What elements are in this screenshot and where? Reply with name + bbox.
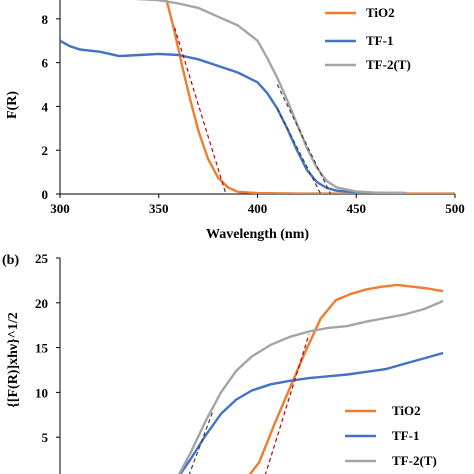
legend-label: TiO2	[366, 5, 395, 20]
panel-a: 300 350 400 450 500 0 2 4 6 8 Wavelength (nm) F(R) T…	[5, 0, 465, 242]
y-tick-label: 6	[42, 56, 49, 71]
legend-label: TF-1	[366, 33, 393, 48]
series-line-tf-1	[60, 39, 406, 194]
x-tick-label: 300	[50, 201, 70, 216]
legend-label: TF-2(T)	[392, 453, 437, 468]
tangent-line	[264, 333, 310, 474]
y-tick-label: 8	[42, 12, 49, 27]
series-line-tf-1	[178, 351, 444, 474]
x-tick-label: 350	[149, 201, 169, 216]
y-tick-label: 10	[35, 385, 48, 400]
x-axis-label: Wavelength (nm)	[206, 227, 309, 242]
panel-b-plot-area	[177, 283, 444, 474]
series-line-tio2	[248, 283, 444, 474]
tangent-line	[276, 108, 322, 194]
tangent-line	[276, 84, 332, 194]
panel-label: (b)	[2, 253, 19, 268]
y-tick-label: 25	[35, 251, 49, 266]
y-tick-label: 4	[42, 99, 49, 114]
tangent-line	[173, 27, 227, 194]
x-tick-label: 500	[445, 201, 465, 216]
x-tick-label: 450	[347, 201, 367, 216]
y-tick-label: 20	[35, 296, 48, 311]
x-tick-label: 400	[248, 201, 268, 216]
panel-b: (b) 5 10 15 20 25 {[F(R)]xhν}^1/2 TiO2 TF-1 TF-2(…	[2, 251, 444, 474]
panel-a-plot-area	[60, 0, 455, 194]
y-axis-label: F(R)	[5, 91, 20, 119]
series-line-tf-2-t-	[177, 299, 444, 474]
series-line-tf-2-t-	[133, 0, 406, 194]
tangent-line	[188, 410, 214, 474]
y-tick-label: 2	[42, 143, 49, 158]
y-tick-label: 0	[42, 187, 49, 202]
y-tick-label: 5	[42, 430, 49, 445]
y-tick-label: 15	[35, 341, 49, 356]
legend-label: TiO2	[392, 403, 421, 418]
y-axis-label: {[F(R)]xhν}^1/2	[6, 312, 21, 407]
legend-label: TF-2(T)	[366, 57, 411, 72]
legend-label: TF-1	[392, 428, 419, 443]
series-line-tio2	[165, 0, 455, 194]
